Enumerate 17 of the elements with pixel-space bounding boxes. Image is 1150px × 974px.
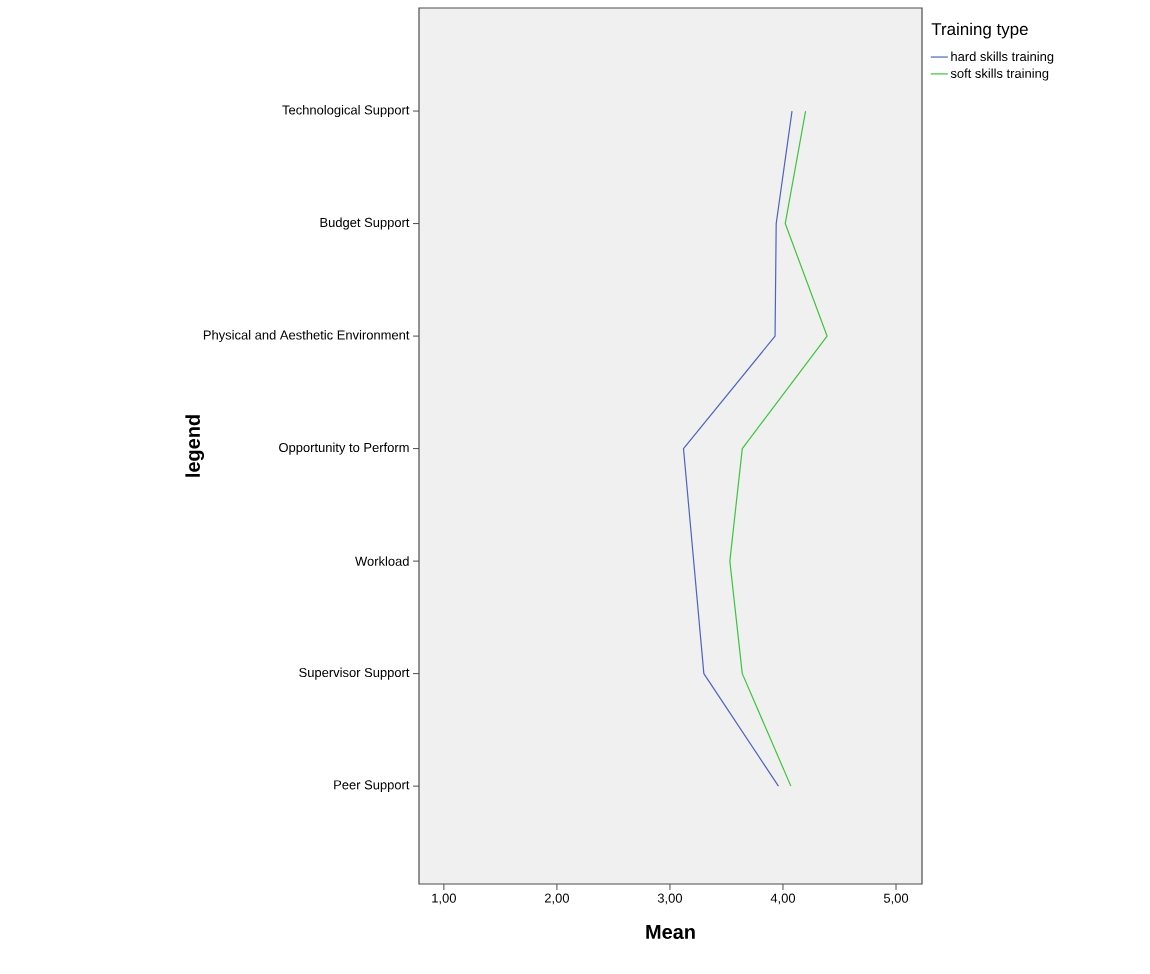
x-tick-label: 2,00 xyxy=(544,893,570,905)
y-tick-label: Supervisor Support xyxy=(299,667,410,680)
legend-label: hard skills training xyxy=(951,51,1054,64)
y-tick-label: Technological Support xyxy=(282,105,410,118)
legend-label: soft skills training xyxy=(950,68,1049,81)
y-axis-title: legend xyxy=(185,415,205,477)
y-tick-label: Peer Support xyxy=(334,780,410,792)
y-tick-label: Workload xyxy=(355,556,409,566)
legend-title: Training type xyxy=(931,22,1028,39)
y-tick-label: Physical and Aesthetic Environment xyxy=(203,330,410,343)
x-tick-label: 3,00 xyxy=(657,893,683,905)
x-tick-label: 1,00 xyxy=(432,893,456,905)
x-tick-label: 5,00 xyxy=(883,893,909,905)
x-axis-title: Mean xyxy=(646,925,695,939)
y-tick-label: Budget Support xyxy=(320,217,410,230)
y-tick-label: Opportunity to Perform xyxy=(279,442,409,455)
x-tick-label: 4,00 xyxy=(770,893,796,905)
